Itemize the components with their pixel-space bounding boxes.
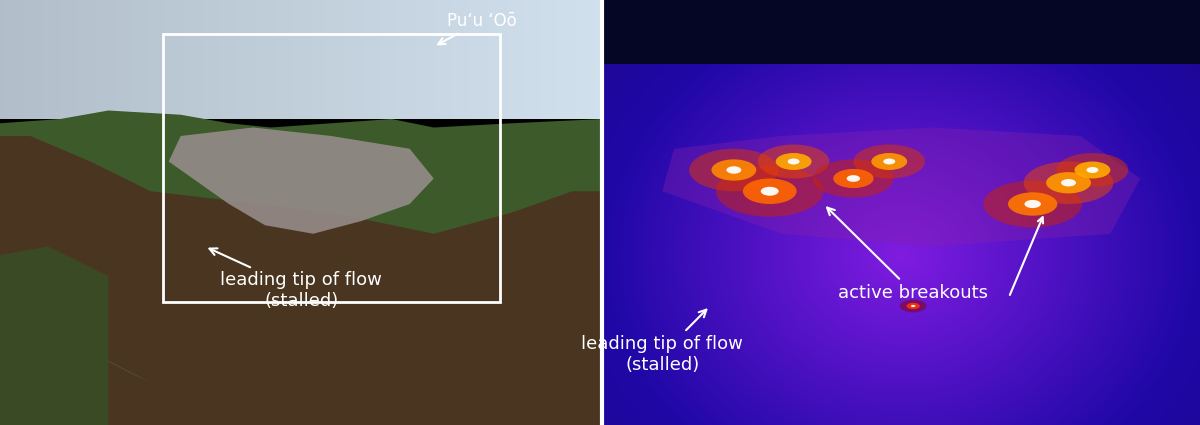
Ellipse shape — [1024, 162, 1114, 204]
Ellipse shape — [871, 153, 907, 170]
Ellipse shape — [983, 181, 1082, 227]
Text: Puʻu ʻOō: Puʻu ʻOō — [438, 11, 517, 44]
Ellipse shape — [1008, 192, 1057, 216]
Ellipse shape — [1046, 172, 1091, 193]
Ellipse shape — [757, 144, 829, 178]
Ellipse shape — [1074, 162, 1110, 178]
Text: leading tip of flow
(stalled): leading tip of flow (stalled) — [210, 248, 382, 310]
Ellipse shape — [1025, 200, 1040, 208]
Ellipse shape — [712, 159, 756, 181]
Ellipse shape — [787, 159, 799, 164]
Polygon shape — [662, 128, 1140, 246]
Ellipse shape — [716, 166, 823, 217]
Ellipse shape — [900, 300, 926, 312]
Ellipse shape — [883, 159, 895, 164]
Ellipse shape — [906, 303, 920, 309]
Ellipse shape — [833, 169, 874, 188]
Polygon shape — [0, 110, 602, 425]
Ellipse shape — [761, 187, 779, 196]
Ellipse shape — [1086, 167, 1098, 173]
Ellipse shape — [1056, 153, 1128, 187]
Polygon shape — [0, 246, 108, 425]
Polygon shape — [0, 136, 602, 425]
Ellipse shape — [911, 305, 916, 307]
Polygon shape — [169, 128, 433, 234]
Ellipse shape — [689, 149, 779, 191]
Ellipse shape — [814, 159, 894, 198]
Text: active breakouts: active breakouts — [827, 207, 988, 301]
Ellipse shape — [743, 178, 797, 204]
Ellipse shape — [847, 175, 860, 182]
Text: leading tip of flow
(stalled): leading tip of flow (stalled) — [581, 310, 743, 374]
Ellipse shape — [775, 153, 811, 170]
Ellipse shape — [726, 166, 742, 174]
Ellipse shape — [853, 144, 925, 178]
Polygon shape — [0, 306, 151, 382]
Bar — [163, 34, 500, 302]
Ellipse shape — [1061, 179, 1076, 187]
